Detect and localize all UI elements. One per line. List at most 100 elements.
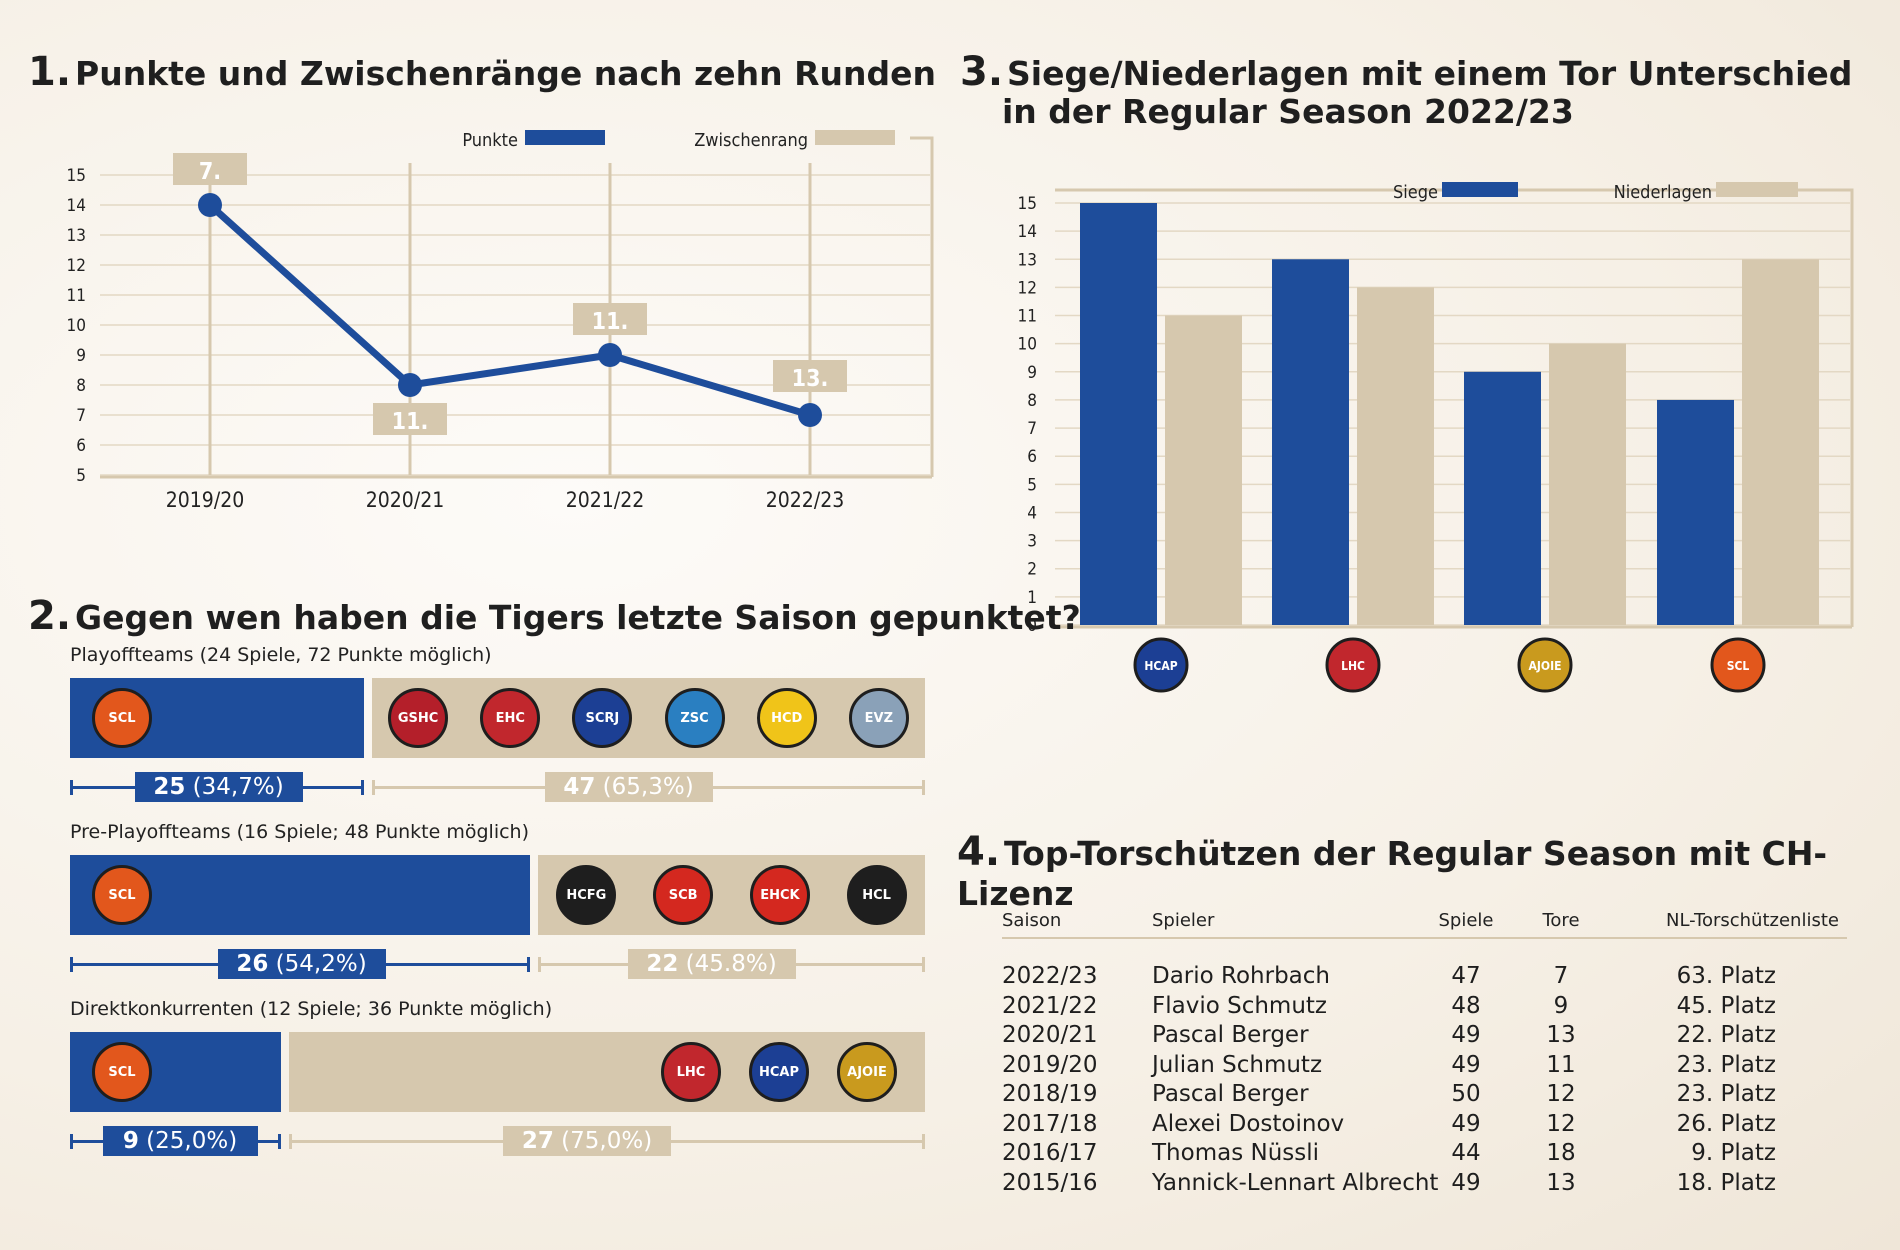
table-header-rule: [1002, 937, 1847, 939]
section3-title-line2: in der Regular Season 2022/23: [1002, 92, 1574, 131]
table-cell: 2018/19: [1002, 1081, 1098, 1107]
chart1-y-tick-label: 9: [76, 346, 86, 366]
table-cell: 23. Platz: [1676, 1051, 1776, 1078]
measure-tick: [289, 1134, 292, 1149]
scl-tigers-logo: SCL: [92, 1042, 152, 1102]
tigers-share-bar: SCL: [70, 855, 530, 935]
scl-tigers-logo-text: SCL: [1727, 659, 1750, 673]
chart1-x-tick-label: 2021/22: [566, 488, 644, 512]
chart1-legend-label-rank: Zwischenrang: [694, 130, 808, 151]
chart3-y-tick-label: 7: [1027, 419, 1037, 439]
chart3-y-tick-label: 8: [1027, 391, 1037, 411]
group-bar: SCL LHC HCAP AJOIE: [70, 1032, 925, 1112]
table-cell: 45. Platz: [1676, 992, 1776, 1019]
chart1-rank-label-box: [573, 303, 647, 335]
points-percent: (45.8%): [685, 951, 777, 977]
group-bar: SCL HCFG SCB EHCK HCL: [70, 855, 925, 935]
table-cell: Thomas Nüssli: [1152, 1140, 1320, 1166]
chart3-y-tick-label: 12: [1018, 278, 1037, 298]
measure-tick: [922, 780, 925, 795]
table-cell: 13: [1546, 1169, 1576, 1196]
chart3-y-tick-label: 15: [1018, 194, 1037, 214]
chart1-y-tick-label: 5: [76, 466, 86, 486]
section1-number: 1.: [28, 49, 72, 95]
chart3-y-tick-label: 13: [1018, 250, 1037, 270]
table-cell: 2021/22: [1002, 992, 1098, 1019]
chart1-y-tick-label: 7: [76, 406, 86, 426]
lausanne-hc-logo-text: LHC: [1341, 659, 1365, 673]
table-cell: Flavio Schmutz: [1152, 992, 1327, 1019]
chart3-bar-wins: [1272, 259, 1349, 625]
opponents-share-bar: GSHC EHC SCRJ ZSC HCD EVZ: [372, 678, 925, 758]
hc-davos-logo: HCD: [756, 688, 817, 748]
rapperswil-lakers-logo: SCRJ: [572, 688, 633, 748]
chart3-bar-losses: [1165, 315, 1242, 625]
chart3-bar-losses: [1742, 259, 1819, 625]
chart1-y-tick-label: 15: [67, 166, 86, 186]
chart1-legend-label-points: Punkte: [462, 130, 518, 151]
opponents-share-bar: LHC HCAP AJOIE: [289, 1032, 925, 1112]
opponents-points-badge: 27 (75,0%): [503, 1126, 671, 1156]
table-cell: 13: [1546, 1022, 1576, 1048]
table-cell: 9: [1553, 992, 1569, 1019]
table-header-cell: Saison: [1002, 910, 1062, 931]
table-cell: 49: [1451, 1051, 1481, 1078]
table-cell: Pascal Berger: [1152, 1022, 1309, 1048]
table-cell: 23. Platz: [1676, 1081, 1776, 1107]
table-cell: 12: [1546, 1110, 1576, 1137]
chart3-bar-wins: [1657, 399, 1734, 625]
points-value: 9: [122, 1128, 139, 1154]
table-header-cell: Spieler: [1152, 910, 1215, 931]
chart1-point: [398, 373, 422, 397]
measure-tick: [361, 780, 364, 795]
hc-ambri-piotta-logo: HCAP: [1133, 637, 1189, 693]
chart3-legend-swatch-losses: [1716, 182, 1798, 197]
chart3-frame: [1055, 188, 1854, 627]
ev-zug-logo: EVZ: [848, 688, 909, 748]
points-line-chart: 5 6 7 8 9 10 11 12 13 14 15 2019/20 2020/21 2021/22 20…: [67, 130, 934, 512]
measure-tick: [527, 957, 530, 972]
section3-number: 3.: [960, 49, 1004, 95]
group-label: Pre-Playoffteams (16 Spiele; 48 Punkte m…: [70, 821, 530, 843]
chart1-point: [798, 403, 822, 427]
points-percent: (25,0%): [146, 1128, 238, 1154]
measure-tick: [278, 1134, 281, 1149]
chart3-y-tick-label: 1: [1027, 588, 1037, 608]
group-label: Playoffteams (24 Spiele, 72 Punkte mögli…: [70, 644, 492, 666]
chart1-x-tick-label: 2020/21: [366, 488, 444, 512]
points-value: 25: [153, 774, 186, 800]
chart1-rank-label: 13.: [792, 366, 829, 392]
chart1-frame: [910, 136, 934, 477]
table-cell: Yannick-Lennart Albrecht: [1152, 1169, 1439, 1196]
opponents-share-bar: HCFG SCB EHCK HCL: [538, 855, 925, 935]
group-label: Direktkonkurrenten (12 Spiele; 36 Punkte…: [70, 998, 553, 1020]
chart3-legend-swatch-wins: [1442, 182, 1518, 197]
chart1-rank-label-box: [773, 360, 847, 392]
table-cell: 18. Platz: [1676, 1169, 1776, 1196]
section3-title: 3. Siege/Niederlagen mit einem Tor Unters…: [960, 52, 1852, 94]
chart3-y-tick-label: 3: [1027, 532, 1037, 552]
table-cell: 2015/16: [1002, 1169, 1098, 1196]
table-cell: Pascal Berger: [1152, 1081, 1309, 1107]
table-cell: 12: [1546, 1081, 1576, 1107]
hc-ajoie-logo: AJOIE: [1517, 637, 1573, 693]
chart3-y-tick-label: 10: [1018, 335, 1037, 355]
chart1-legend-swatch-rank: [815, 130, 895, 145]
table-cell: 2017/18: [1002, 1110, 1098, 1137]
table-cell: 11: [1546, 1051, 1576, 1078]
opponents-points-badge: 47 (65,3%): [544, 772, 713, 802]
chart1-x-tick-label: 2019/20: [166, 488, 244, 512]
measure-tick: [70, 957, 73, 972]
chart1-y-tick-label: 14: [67, 196, 86, 216]
table-header-cell: Spiele: [1438, 910, 1494, 931]
section4-title-text: Top-Torschützen der Regular Season mit C…: [957, 834, 1828, 913]
table-cell: 26. Platz: [1676, 1110, 1776, 1137]
section3-title-2: in der Regular Season 2022/23: [1002, 92, 1574, 132]
table-cell: 7: [1553, 963, 1569, 989]
lausanne-hc-logo-circle: [1325, 637, 1381, 693]
scl-tigers-logo: SCL: [92, 865, 152, 925]
chart1-point: [598, 343, 622, 367]
points-value: 26: [236, 951, 269, 977]
chart1-rank-label: 11.: [592, 309, 629, 335]
